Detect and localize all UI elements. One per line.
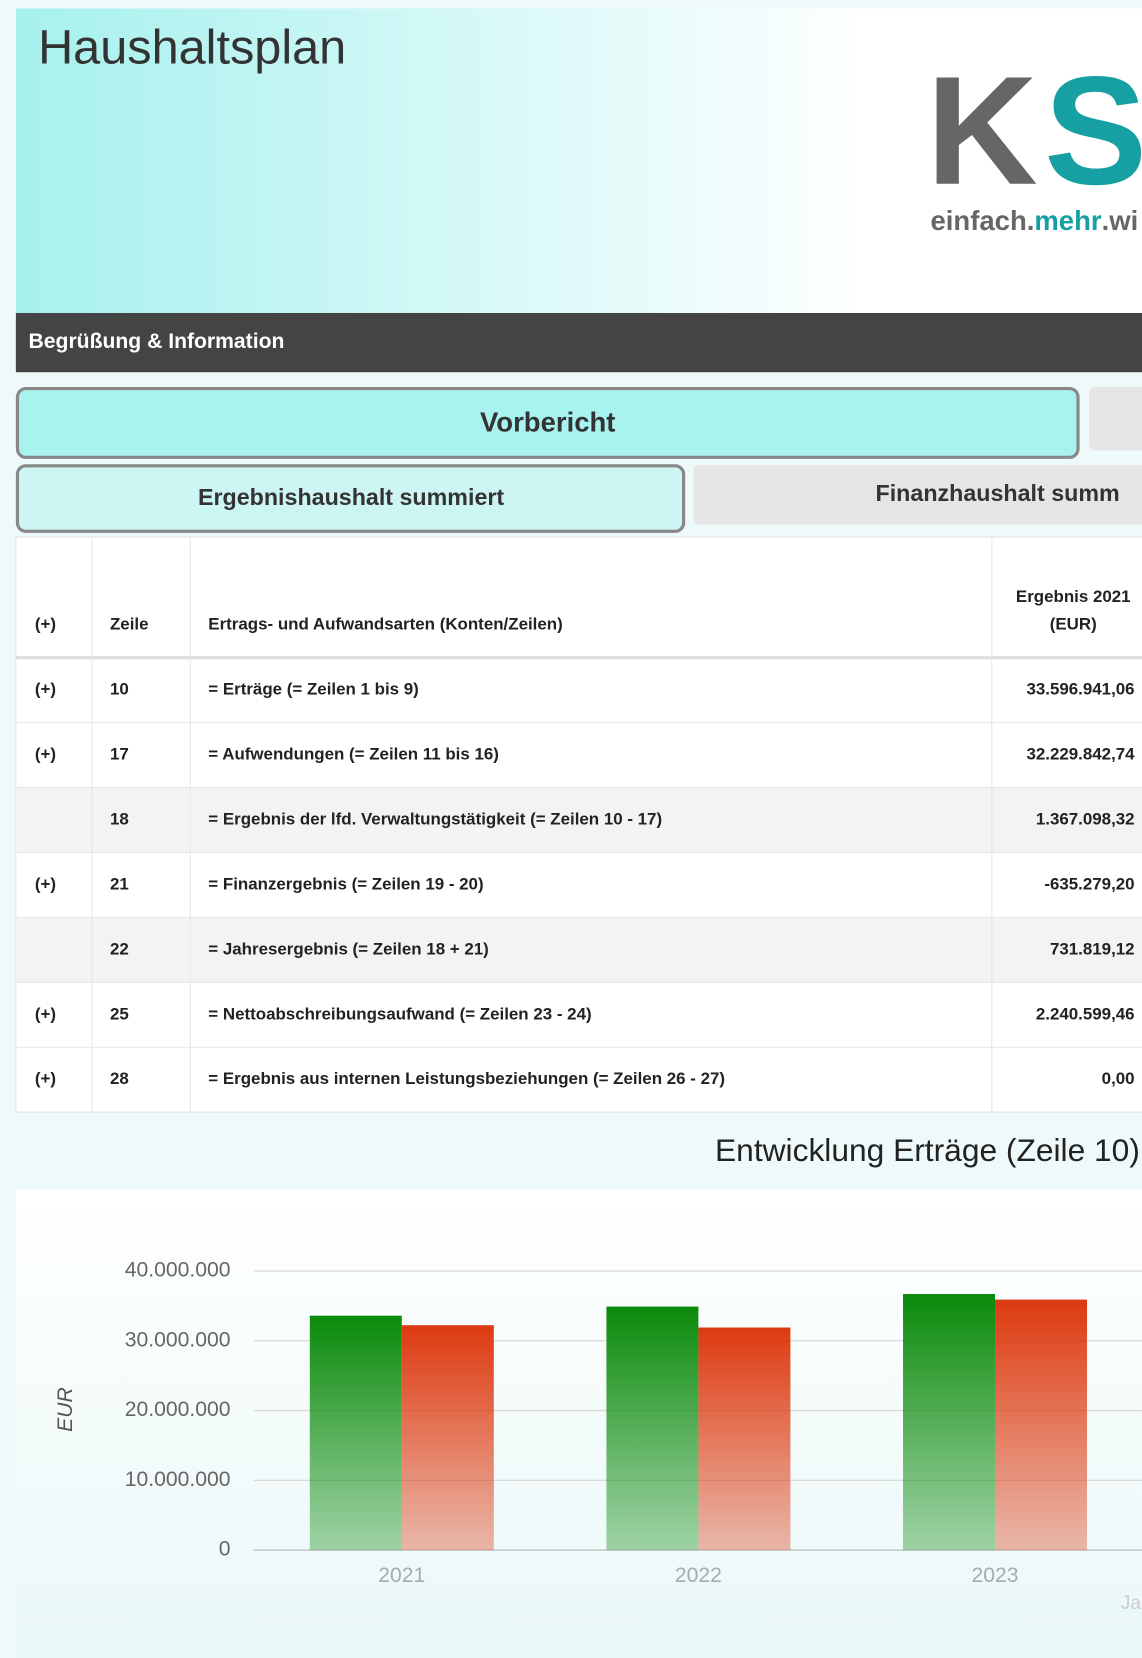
expand-toggle[interactable]: (+) xyxy=(35,874,56,893)
nav-label[interactable]: Begrüßung & Information xyxy=(29,330,285,353)
line-number: 21 xyxy=(110,874,129,893)
y-tick-label: 20.000.000 xyxy=(125,1398,231,1421)
expand-toggle[interactable]: (+) xyxy=(35,745,56,764)
amount: 32.229.842,74 xyxy=(1026,745,1135,764)
line-label: = Ergebnis aus internen Leistungsbeziehu… xyxy=(208,1069,725,1088)
line-number: 25 xyxy=(110,1004,129,1023)
subtab-label[interactable]: Finanzhaushalt summ xyxy=(876,480,1120,506)
bar[interactable] xyxy=(606,1306,699,1551)
tab[interactable] xyxy=(1089,387,1142,451)
tagline-part: einfach. xyxy=(931,205,1035,236)
logo: KSI xyxy=(926,44,1142,217)
line-number: 18 xyxy=(110,809,129,828)
expand-toggle[interactable]: (+) xyxy=(35,1004,56,1023)
bar[interactable] xyxy=(995,1299,1088,1551)
column-header: (+) xyxy=(35,614,56,633)
y-tick-label: 30.000.000 xyxy=(125,1328,231,1351)
tagline-part: .wi xyxy=(1102,205,1139,236)
chart-title: Entwicklung Erträge (Zeile 10) xyxy=(715,1132,1140,1168)
amount: 0,00 xyxy=(1102,1069,1135,1088)
y-tick-label: 0 xyxy=(219,1538,231,1561)
column-header: Ertrags- und Aufwandsarten (Konten/Zeile… xyxy=(208,614,562,633)
line-label: = Finanzergebnis (= Zeilen 19 - 20) xyxy=(208,874,483,893)
header xyxy=(15,8,1142,313)
x-tick-label: 2021 xyxy=(378,1564,425,1587)
y-tick-label: 40.000.000 xyxy=(125,1259,231,1282)
x-tick-label: 2022 xyxy=(675,1564,722,1587)
amount: 2.240.599,46 xyxy=(1036,1004,1135,1023)
subtab-label[interactable]: Ergebnishaushalt summiert xyxy=(198,484,504,510)
y-axis-label: EUR xyxy=(54,1387,77,1432)
chart: 0 10.000.000 20.000.000 30.000.000 40.000.00… xyxy=(54,1259,1142,1614)
expand-toggle[interactable]: (+) xyxy=(35,1069,56,1088)
line-number: 17 xyxy=(110,745,129,764)
nav-bar[interactable] xyxy=(15,312,1142,373)
table: (+) Zeile Ertrags- und Aufwandsarten (Kont… xyxy=(15,536,1142,1113)
logo-letter: S xyxy=(1044,44,1142,217)
line-label: = Nettoabschreibungsaufwand (= Zeilen 23… xyxy=(208,1004,591,1023)
tab-label[interactable]: Vorbericht xyxy=(480,406,615,437)
bar[interactable] xyxy=(698,1327,791,1551)
page-title: Haushaltsplan xyxy=(38,21,346,75)
tagline-part: mehr xyxy=(1034,205,1102,236)
line-label: = Aufwendungen (= Zeilen 11 bis 16) xyxy=(208,745,499,764)
subtab-active[interactable] xyxy=(15,464,686,533)
line-number: 28 xyxy=(110,1069,129,1088)
amount: 1.367.098,32 xyxy=(1036,809,1135,828)
logo-tagline: einfach.mehr.wi xyxy=(931,205,1139,236)
logo-letter: K xyxy=(926,44,1038,217)
subtab[interactable] xyxy=(693,465,1142,525)
row-shade xyxy=(15,787,1142,853)
amount: 731.819,12 xyxy=(1050,939,1135,958)
x-tick-label: 2023 xyxy=(972,1564,1019,1587)
amount: -635.279,20 xyxy=(1044,874,1134,893)
bar[interactable] xyxy=(309,1315,402,1551)
column-header: Zeile xyxy=(110,614,149,633)
line-label: = Jahresergebnis (= Zeilen 18 + 21) xyxy=(208,939,489,958)
y-tick-label: 10.000.000 xyxy=(125,1468,231,1491)
bar[interactable] xyxy=(903,1294,996,1551)
expand-toggle[interactable]: (+) xyxy=(35,680,56,699)
amount: 33.596.941,06 xyxy=(1026,680,1134,699)
row-shade xyxy=(15,917,1142,983)
line-label: = Erträge (= Zeilen 1 bis 9) xyxy=(208,680,418,699)
column-header: (EUR) xyxy=(1050,614,1097,633)
x-axis-label: Ja xyxy=(1121,1593,1142,1614)
line-number: 10 xyxy=(110,680,129,699)
column-header: Ergebnis 2021 xyxy=(1016,587,1131,606)
line-number: 22 xyxy=(110,939,129,958)
tab-active[interactable] xyxy=(15,387,1080,459)
line-label: = Ergebnis der lfd. Verwaltungstätigkeit… xyxy=(208,809,662,828)
bar[interactable] xyxy=(401,1325,494,1551)
